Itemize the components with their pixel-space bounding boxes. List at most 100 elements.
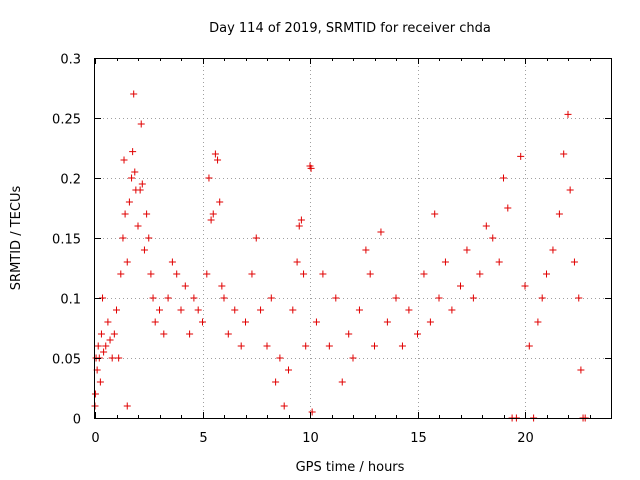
gridlines [95,58,611,418]
data-point [319,270,327,278]
data-point [392,294,400,302]
data-point [489,234,497,242]
data-point [362,246,370,254]
data-point [325,342,333,350]
data-point [469,294,477,302]
data-point [297,216,305,224]
data-point [173,270,181,278]
y-axis-label: SRMTID / TECUs [9,186,24,291]
data-point [543,270,550,278]
x-tick-label: 10 [302,431,319,446]
data-point [398,342,406,350]
data-point [220,294,228,302]
data-point [355,306,363,314]
data-point [371,342,378,350]
data-point [121,210,129,218]
y-tick-label: 0.3 [60,53,81,68]
data-point [149,294,157,302]
data-point [435,294,443,302]
data-point [525,342,533,350]
x-axis-tick-labels: 0 5 10 15 20 [91,431,533,446]
data-point [168,258,176,266]
data-points [91,90,589,422]
data-point [224,330,232,338]
data-point [130,90,138,98]
data-point [345,330,353,338]
data-point [147,270,155,278]
data-point [143,210,151,218]
y-tick-label: 0.25 [52,113,81,128]
data-point [441,258,449,266]
data-point [115,354,123,362]
data-point [257,306,265,314]
data-point [117,270,125,278]
data-point [575,294,583,302]
data-point [181,282,189,290]
data-point [160,330,168,338]
data-point [199,318,206,326]
data-point [276,354,284,362]
data-point [91,390,99,398]
data-point [104,318,112,326]
x-tick-label: 5 [199,431,207,446]
data-point [248,270,256,278]
data-point [307,164,315,172]
data-point [263,342,271,350]
y-tick-label: 0.15 [52,233,81,248]
data-point [289,306,297,314]
data-point [476,270,484,278]
data-point [138,180,146,188]
data-point [332,294,340,302]
y-tick-label: 0.05 [52,353,81,368]
data-point [123,258,131,266]
data-point [231,306,239,314]
data-point [293,258,301,266]
data-point [119,234,127,242]
data-point [431,210,439,218]
data-point [186,330,194,338]
data-point [555,210,563,218]
data-point [457,282,464,290]
data-point [312,318,320,326]
data-point [560,150,568,158]
data-point [338,378,346,386]
data-point [156,306,163,314]
data-point [566,186,574,194]
data-point [482,222,490,230]
y-tick-label: 0 [73,413,81,428]
data-point [209,210,217,218]
data-point [194,306,202,314]
data-point [237,342,245,350]
data-point [308,408,316,416]
data-point [300,270,308,278]
y-tick-label: 0.2 [60,173,81,188]
y-axis-tick-labels: 0 0.05 0.1 0.15 0.2 0.25 0.3 [52,53,81,428]
data-point [295,222,303,230]
data-point [252,234,260,242]
data-point [102,342,110,350]
data-point [414,330,421,338]
data-point [120,156,128,164]
data-point [207,216,215,224]
data-point [136,186,144,194]
data-point [448,306,456,314]
data-point [97,330,105,338]
data-point [131,168,139,176]
data-point [190,294,198,302]
data-point [577,366,585,374]
data-point [302,342,310,350]
data-point [113,306,120,314]
data-point [128,174,136,182]
data-point [383,318,391,326]
data-point [517,152,525,160]
data-point [145,234,153,242]
data-point [267,294,275,302]
data-point [564,110,572,118]
axis-ticks [95,58,612,419]
data-point [100,348,108,356]
data-point [538,294,546,302]
data-point [164,294,172,302]
data-point [177,306,185,314]
